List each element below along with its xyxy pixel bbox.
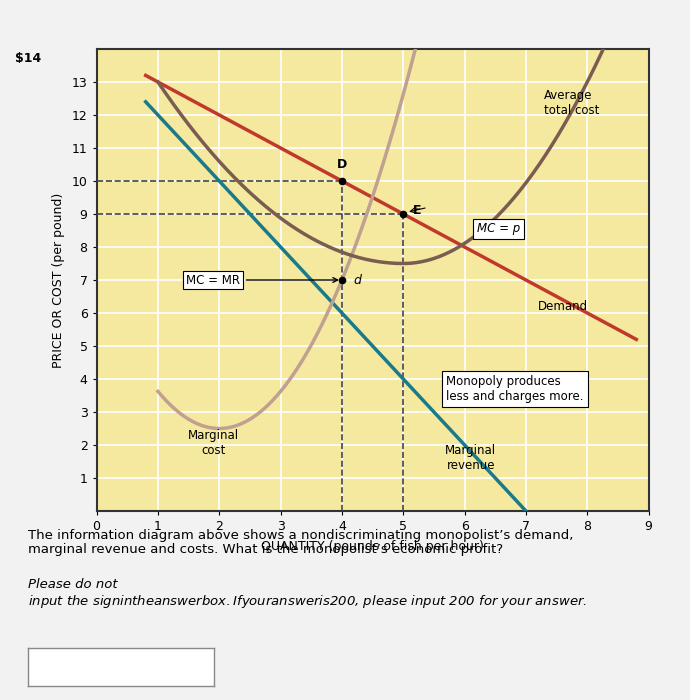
X-axis label: QUANTITY (pounds of fish per hour): QUANTITY (pounds of fish per hour) <box>261 540 484 553</box>
Text: Marginal
revenue: Marginal revenue <box>445 444 496 472</box>
Y-axis label: PRICE OR COST (per pound): PRICE OR COST (per pound) <box>52 193 65 368</box>
Text: E: E <box>413 204 421 217</box>
Text: Average
total cost: Average total cost <box>544 89 600 117</box>
Text: d: d <box>353 274 361 286</box>
Text: D: D <box>337 158 347 171</box>
Text: Monopoly produces
less and charges more.: Monopoly produces less and charges more. <box>446 375 584 403</box>
Text: MC = p: MC = p <box>477 223 520 235</box>
Text: $14: $14 <box>15 52 41 65</box>
Text: Marginal
cost: Marginal cost <box>188 428 239 456</box>
Text: MC = MR: MC = MR <box>186 274 337 286</box>
Text: Demand: Demand <box>538 300 589 313</box>
Text: The information diagram above shows a nondiscriminating monopolist’s demand,
mar: The information diagram above shows a no… <box>28 528 573 556</box>
Text: Please do not
input the $ sign in the answer box. If your answer is $200, please: Please do not input the $ sign in the an… <box>28 578 586 610</box>
